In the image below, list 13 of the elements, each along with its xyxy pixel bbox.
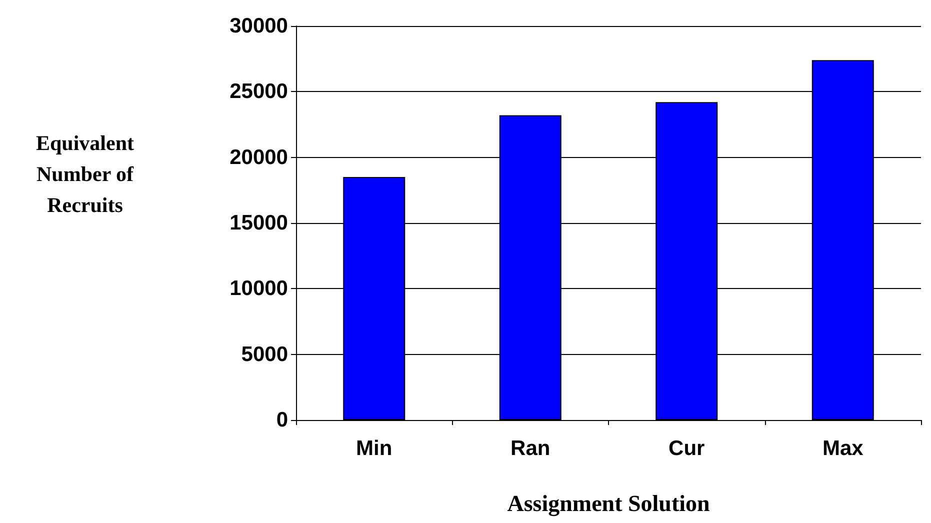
y-tick-label: 25000 [230,80,288,104]
y-tick-label: 15000 [230,212,288,234]
y-tick-label: 10000 [230,277,288,300]
y-tick-label: 30000 [230,14,288,38]
x-axis-title: Assignment Solution [507,491,710,517]
y-tick-label: 5000 [241,342,288,366]
y-tick-label: 20000 [230,146,288,169]
x-tick-label: Max [822,437,864,460]
x-tick-label: Min [356,437,392,460]
x-tick-label: Ran [510,437,550,460]
y-axis-title: Equivalent Number of Recruits [34,130,136,219]
y-tick-label: 0 [276,408,288,432]
x-tick-label: Cur [668,437,705,460]
